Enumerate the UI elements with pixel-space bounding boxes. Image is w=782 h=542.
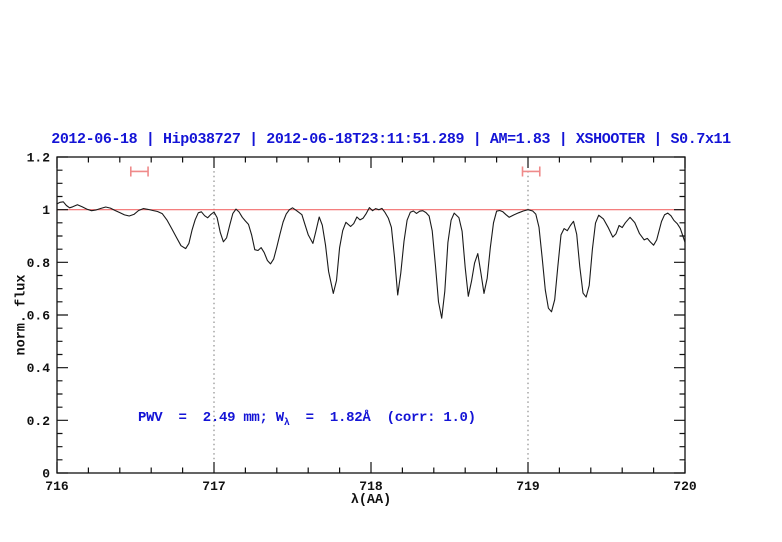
annotation-lambda-subscript: λ	[283, 416, 290, 428]
y-tick-label: 0.8	[27, 256, 51, 271]
y-tick-label: 0.6	[27, 309, 51, 324]
y-axis-title: norm. flux	[14, 274, 30, 356]
x-tick-label: 717	[202, 479, 225, 494]
x-tick-label: 718	[359, 479, 383, 494]
x-tick-label: 716	[45, 479, 69, 494]
y-tick-label: 0.4	[27, 361, 51, 376]
y-tick-label: 1	[42, 203, 50, 218]
band-marker	[129, 166, 149, 177]
y-tick-label: 0.2	[27, 414, 51, 429]
band-marker	[521, 166, 541, 177]
y-tick-label: 0	[42, 467, 50, 482]
pwv-annotation: PWV = 2.49 mm; Wλ = 1.82Å (corr: 1.0)	[138, 410, 476, 428]
plot-title: 2012-06-18 | Hip038727 | 2012-06-18T23:1…	[51, 131, 731, 148]
annotation-suffix: = 1.82Å (corr: 1.0)	[289, 410, 476, 426]
spectrum-line	[56, 201, 686, 319]
x-tick-label: 719	[516, 479, 540, 494]
x-axis-title: λ(AA)	[350, 493, 392, 508]
x-tick-label: 720	[673, 479, 697, 494]
y-tick-label: 1.2	[27, 151, 51, 166]
annotation-prefix: PWV = 2.49 mm; W	[138, 410, 284, 426]
